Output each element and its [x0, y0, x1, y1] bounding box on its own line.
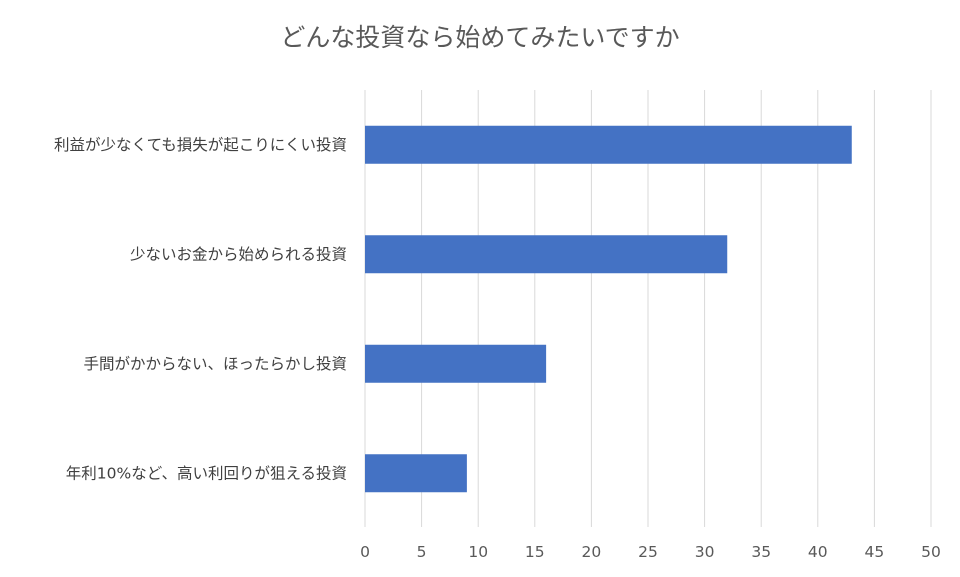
bar: [365, 235, 728, 274]
category-label: 少ないお金から始められる投資: [130, 245, 347, 263]
x-tick-label: 5: [417, 543, 427, 561]
x-tick-label: 45: [865, 543, 885, 561]
x-tick-label: 35: [751, 543, 771, 561]
x-tick-label: 15: [525, 543, 545, 561]
x-tick-label: 40: [808, 543, 828, 561]
x-tick-label: 0: [360, 543, 370, 561]
category-label: 利益が少なくても損失が起こりにくい投資: [54, 136, 347, 154]
x-tick-labels: 0 5 10 15 20 25 30 35 40 45 50: [360, 543, 941, 561]
bar: [365, 344, 547, 383]
bar: [365, 454, 467, 493]
bar: [365, 125, 852, 164]
chart-title: どんな投資なら始めてみたいですか: [280, 23, 679, 52]
bars: [365, 125, 852, 493]
category-label: 年利10%など、高い利回りが狙える投資: [66, 464, 347, 482]
x-tick-label: 50: [921, 543, 941, 561]
x-tick-label: 10: [468, 543, 488, 561]
x-tick-label: 30: [695, 543, 715, 561]
category-labels: 利益が少なくても損失が起こりにくい投資少ないお金から始められる投資手間がかからな…: [54, 136, 347, 483]
x-tick-label: 25: [638, 543, 658, 561]
x-tick-label: 20: [582, 543, 602, 561]
category-label: 手間がかからない、ほったらかし投資: [83, 355, 347, 373]
